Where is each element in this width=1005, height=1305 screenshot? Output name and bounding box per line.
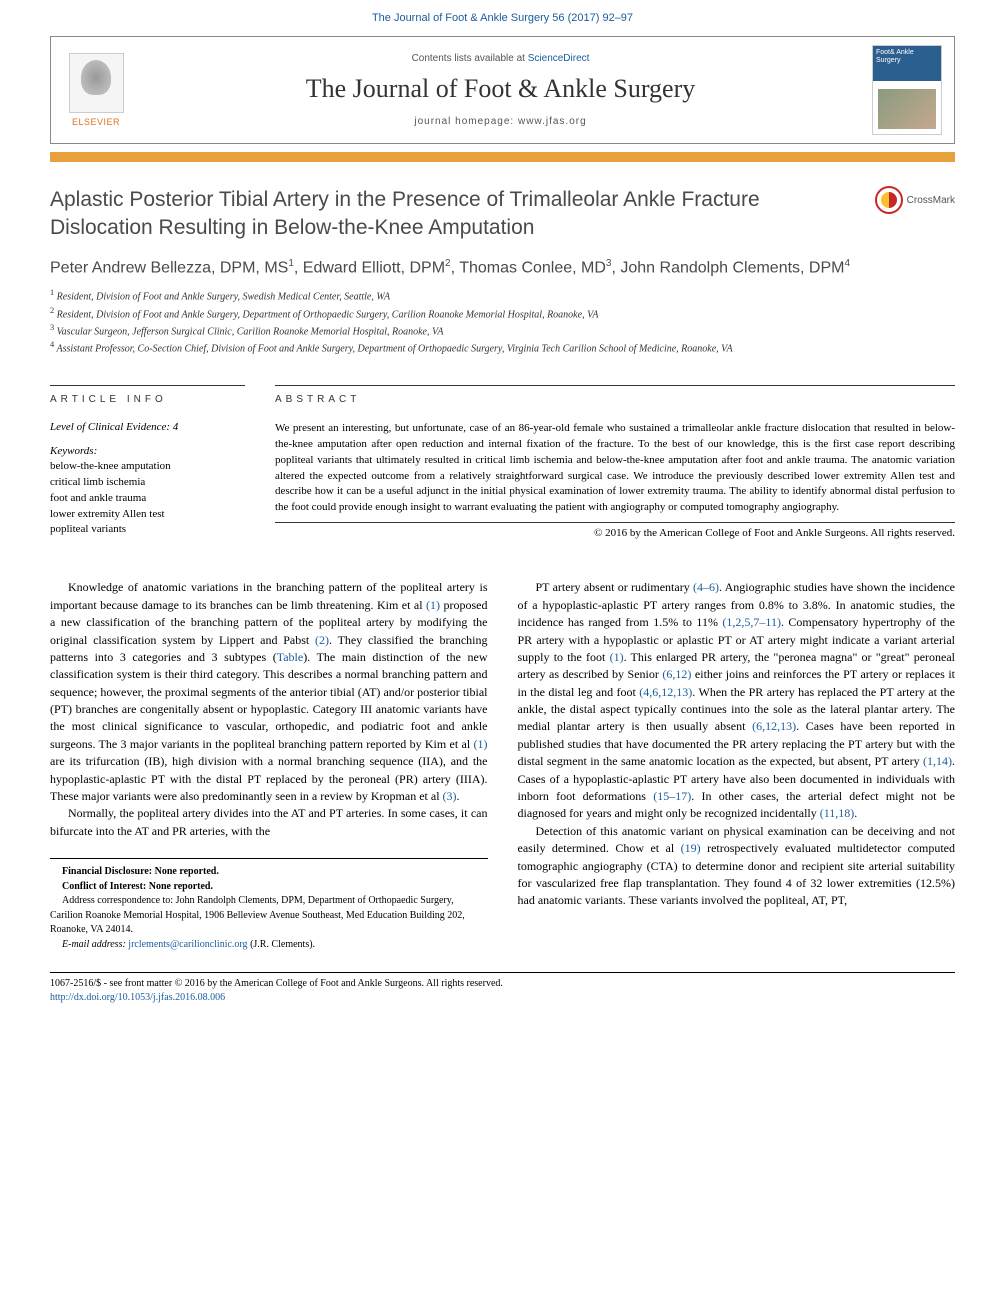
crossmark-label: CrossMark [907, 195, 955, 206]
body-right-column: PT artery absent or rudimentary (4–6). A… [518, 579, 956, 952]
header-center: Contents lists available at ScienceDirec… [141, 41, 860, 139]
email-link[interactable]: jrclements@carilionclinic.org [128, 939, 247, 950]
elsevier-label: ELSEVIER [72, 117, 120, 127]
financial-disclosure: Financial Disclosure: None reported. [50, 865, 488, 880]
email-label: E-mail address: [62, 939, 128, 950]
affiliations: 1 Resident, Division of Foot and Ankle S… [50, 287, 955, 356]
sciencedirect-link[interactable]: ScienceDirect [528, 53, 590, 64]
abstract-copyright: © 2016 by the American College of Foot a… [275, 527, 955, 539]
footer-copyright: 1067-2516/$ - see front matter © 2016 by… [50, 977, 955, 991]
abstract-column: ABSTRACT We present an interesting, but … [275, 385, 955, 540]
body-paragraph: Knowledge of anatomic variations in the … [50, 579, 488, 805]
journal-cover-thumbnail: Foot& Ankle Surgery [872, 45, 942, 135]
authors: Peter Andrew Bellezza, DPM, MS1, Edward … [50, 257, 955, 280]
contents-prefix: Contents lists available at [412, 53, 528, 64]
article-title: Aplastic Posterior Tibial Artery in the … [50, 186, 875, 243]
evidence-level: Level of Clinical Evidence: 4 [50, 421, 245, 433]
body-columns: Knowledge of anatomic variations in the … [50, 579, 955, 952]
crossmark-badge[interactable]: CrossMark [875, 186, 955, 214]
header-accent-bar [50, 152, 955, 162]
email-suffix: (J.R. Clements). [248, 939, 316, 950]
article-info-heading: ARTICLE INFO [50, 385, 245, 405]
body-paragraph: Detection of this anatomic variant on ph… [518, 823, 956, 910]
crossmark-icon [875, 186, 903, 214]
homepage-label: journal homepage: [414, 116, 518, 127]
elsevier-tree-icon [69, 53, 124, 113]
journal-header: ELSEVIER Contents lists available at Sci… [50, 36, 955, 144]
abstract-text: We present an interesting, but unfortuna… [275, 421, 955, 524]
conflict-interest: Conflict of Interest: None reported. [50, 880, 488, 895]
doi-link[interactable]: http://dx.doi.org/10.1053/j.jfas.2016.08… [50, 992, 225, 1003]
journal-name: The Journal of Foot & Ankle Surgery [141, 74, 860, 104]
email-line: E-mail address: jrclements@carilionclini… [50, 938, 488, 953]
cover-title: Foot& Ankle Surgery [873, 46, 941, 81]
cover-image [878, 89, 936, 129]
body-left-column: Knowledge of anatomic variations in the … [50, 579, 488, 952]
body-paragraph: Normally, the popliteal artery divides i… [50, 805, 488, 840]
contents-line: Contents lists available at ScienceDirec… [141, 53, 860, 64]
homepage-url[interactable]: www.jfas.org [518, 116, 587, 127]
body-paragraph: PT artery absent or rudimentary (4–6). A… [518, 579, 956, 822]
page-footer: 1067-2516/$ - see front matter © 2016 by… [50, 972, 955, 1005]
citation-header: The Journal of Foot & Ankle Surgery 56 (… [0, 0, 1005, 36]
elsevier-logo: ELSEVIER [51, 40, 141, 140]
article-info-sidebar: ARTICLE INFO Level of Clinical Evidence:… [50, 385, 245, 540]
keywords-list: below-the-knee amputationcritical limb i… [50, 459, 245, 539]
journal-homepage: journal homepage: www.jfas.org [141, 116, 860, 127]
correspondence-address: Address correspondence to: John Randolph… [50, 894, 488, 938]
keywords-label: Keywords: [50, 445, 245, 457]
footnotes: Financial Disclosure: None reported. Con… [50, 858, 488, 952]
abstract-heading: ABSTRACT [275, 385, 955, 405]
